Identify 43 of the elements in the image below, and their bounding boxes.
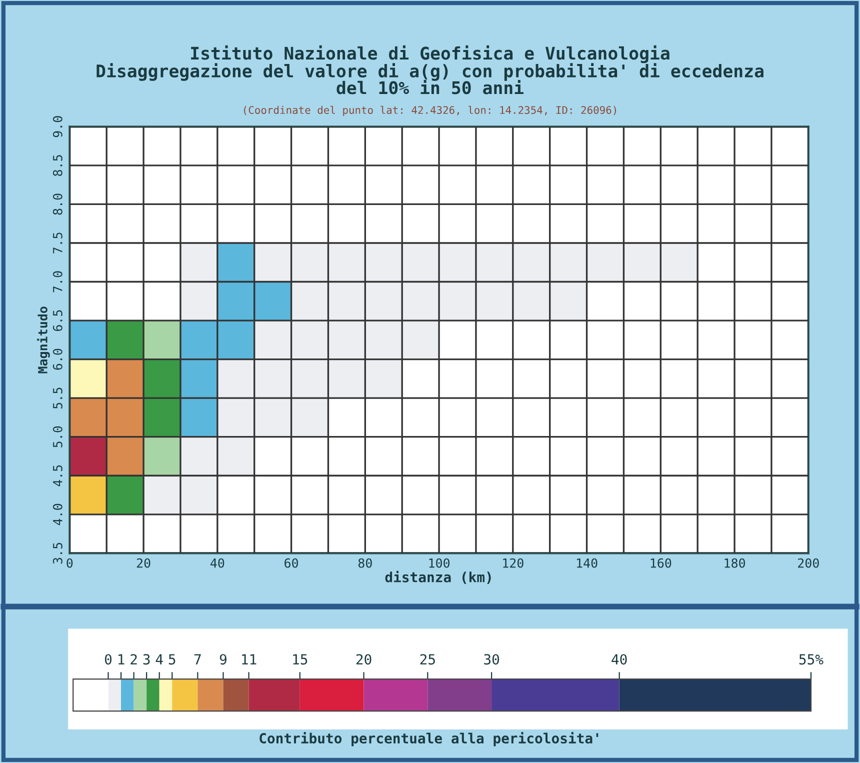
x-tick-label: 160 [650,558,672,568]
x-tick-label: 180 [724,558,746,568]
y-tick-label: 5.5 [53,388,62,408]
y-axis-title: Magnitudo [37,306,50,374]
x-axis-title: distanza (km) [385,570,491,584]
chart-title: Istituto Nazionale di Geofisica e Vulcanologia Disaggregazione del valore di a(g) con probabilita' di eccedenza del 10% in 50 anni [96,45,764,94]
x-tick-label: 120 [503,558,524,568]
x-tick-label: 140 [576,558,598,568]
color-bar-label: 2 [130,654,137,664]
color-bar-title: Contributo percentuale alla pericolosita' [260,732,598,746]
color-bar-label: 1 [118,654,124,664]
y-tick-label: 8.5 [52,155,62,176]
y-tick-label: 5.0 [52,426,62,448]
x-tick-label: 80 [358,558,372,568]
y-tick-label: 8.0 [52,194,62,215]
y-tick-label: 7.5 [53,232,62,254]
color-bar-label: 9 [220,654,226,665]
color-bar-label: 3 [143,654,150,665]
color-bar-label: 4 [156,654,163,664]
color-bar-label: 30 [484,654,500,665]
color-bar-label: 25 [420,654,435,665]
color-bar-label: 20 [356,654,372,665]
color-bar-label: 7 [194,654,201,664]
y-tick-label: 4.5 [53,465,62,486]
y-tick-label: 4.0 [52,504,62,526]
x-tick-label: 60 [284,558,298,568]
color-bar-label: 0 [104,654,112,665]
color-bar-label: 15 [293,654,308,665]
color-bar-label: 40 [612,654,627,665]
chart-subtitle: (Coordinate del punto lat: 42.4326, lon: 14.2354, ID: 26096) [244,106,616,116]
x-tick-label: 100 [429,558,450,568]
y-tick-label: 6.0 [52,348,62,370]
x-tick-label: 20 [136,558,150,568]
x-tick-label: 0 [66,558,73,568]
color-bar-label: 5 [168,654,176,665]
y-tick-label: 3.5 [52,542,62,564]
color-bar-label: 55% [799,654,824,665]
x-tick-label: 40 [210,558,224,568]
color-bar-label: 11 [242,654,256,664]
y-tick-label: 9.0 [52,116,62,138]
x-tick-label: 200 [798,558,819,568]
y-tick-label: 6.5 [52,310,62,332]
y-tick-label: 7.0 [52,271,62,292]
